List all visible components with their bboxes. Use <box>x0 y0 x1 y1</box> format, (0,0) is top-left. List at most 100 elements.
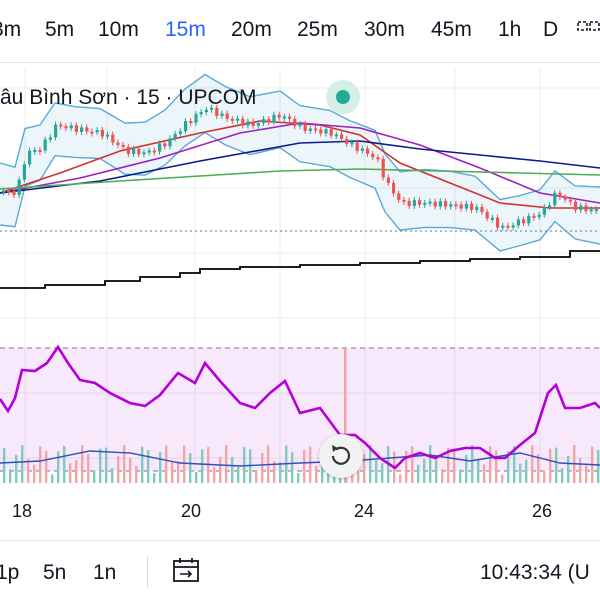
volume-bar <box>417 464 420 483</box>
candle-body <box>54 124 58 138</box>
timeframe-3m[interactable]: 3m <box>0 18 22 41</box>
volume-bar <box>273 461 276 483</box>
volume-bar <box>483 464 486 483</box>
candle-body <box>204 109 208 113</box>
timeframe-20m[interactable]: 20m <box>231 18 272 41</box>
candle-body <box>449 204 453 207</box>
candle-body <box>532 215 536 218</box>
timeframe-1h[interactable]: 1h <box>498 18 522 41</box>
candle-body <box>428 201 432 204</box>
volume-bar <box>399 474 402 483</box>
timeframe-D[interactable]: D <box>543 18 559 41</box>
volume-bar <box>441 469 444 483</box>
candle-body <box>438 201 442 207</box>
volume-bar <box>297 473 300 483</box>
volume-bar <box>33 464 36 483</box>
volume-bar <box>279 462 282 483</box>
layout-icon[interactable] <box>576 20 600 42</box>
bollinger-lower-line <box>0 131 600 252</box>
volume-bar <box>303 449 306 483</box>
candle-body <box>236 118 240 121</box>
volume-bar <box>429 445 432 483</box>
volume-bar <box>447 448 450 483</box>
volume-bar <box>213 466 216 483</box>
volume-bar <box>495 450 498 483</box>
candle-body <box>163 143 167 147</box>
symbol-title[interactable]: âu Bình Sơn · 15 · UPCOM <box>0 86 257 109</box>
volume-bar <box>555 447 558 483</box>
volume-bar <box>219 456 222 483</box>
timeframe-25m[interactable]: 25m <box>297 18 338 41</box>
volume-bar <box>81 445 84 483</box>
candle-body <box>22 164 26 180</box>
candle-body <box>85 127 89 132</box>
volume-bar <box>153 473 156 483</box>
candle-body <box>121 144 125 147</box>
volume-bar <box>381 463 384 483</box>
volume-bar <box>15 454 18 483</box>
candle-body <box>303 123 307 131</box>
candle-body <box>111 134 115 143</box>
candle-body <box>376 157 380 160</box>
range-1n[interactable]: 1n <box>93 561 117 584</box>
volume-bar <box>344 348 347 483</box>
volume-bar <box>189 453 192 483</box>
timeframe-5m[interactable]: 5m <box>45 18 75 41</box>
candles <box>2 104 598 231</box>
candle-body <box>360 148 364 151</box>
volume-bar <box>99 448 102 483</box>
range-1p[interactable]: 1p <box>0 561 20 584</box>
candle-body <box>116 142 120 145</box>
volume-bar <box>291 452 294 483</box>
bollinger-upper-line <box>0 73 600 201</box>
volume-bar <box>465 454 468 483</box>
timeframe-bar: 3m 5m 10m 15m 20m 25m 30m 45m 1h D <box>0 0 600 62</box>
candle-body <box>553 192 557 206</box>
candle-body <box>589 209 593 212</box>
candle-body <box>100 130 104 137</box>
timeframe-45m[interactable]: 45m <box>431 18 472 41</box>
toolbar-divider <box>0 62 600 63</box>
candle-body <box>28 150 32 165</box>
candle-body <box>433 201 437 207</box>
candle-body <box>501 225 505 228</box>
candle-body <box>277 114 281 118</box>
volume-bar <box>531 445 534 483</box>
volume-bar <box>171 462 174 483</box>
candle-body <box>475 206 479 210</box>
price-chart[interactable] <box>0 63 600 500</box>
candle-body <box>126 146 130 154</box>
candle-body <box>59 124 63 127</box>
candle-body <box>210 107 214 110</box>
candle-body <box>334 134 338 137</box>
candle-body <box>147 150 151 153</box>
candle-body <box>511 225 515 228</box>
volume-bar <box>369 445 372 483</box>
candle-body <box>189 121 193 124</box>
main-pane <box>0 73 600 289</box>
volume-bar <box>75 459 78 483</box>
candle-body <box>402 199 406 202</box>
live-status-dot <box>336 90 350 104</box>
timeframe-15m[interactable]: 15m <box>165 18 206 41</box>
timeframe-30m[interactable]: 30m <box>364 18 405 41</box>
volume-bar <box>543 470 546 483</box>
range-5n[interactable]: 5n <box>43 561 67 584</box>
reset-chart-button[interactable] <box>319 434 363 478</box>
candle-body <box>2 190 6 193</box>
candle-body <box>64 126 68 129</box>
timeframe-10m[interactable]: 10m <box>98 18 139 41</box>
candle-body <box>516 219 520 226</box>
candle-body <box>397 193 401 200</box>
volume-bar <box>225 445 228 483</box>
candle-body <box>454 204 458 207</box>
candle-body <box>90 131 94 134</box>
ma-purple-line <box>0 122 600 204</box>
candle-body <box>392 182 396 194</box>
candle-body <box>527 215 531 224</box>
candle-body <box>33 149 37 152</box>
x-axis-label-18: 18 <box>12 501 33 521</box>
candle-body <box>563 197 567 200</box>
goto-date-icon[interactable] <box>172 557 202 585</box>
candle-body <box>137 148 141 155</box>
